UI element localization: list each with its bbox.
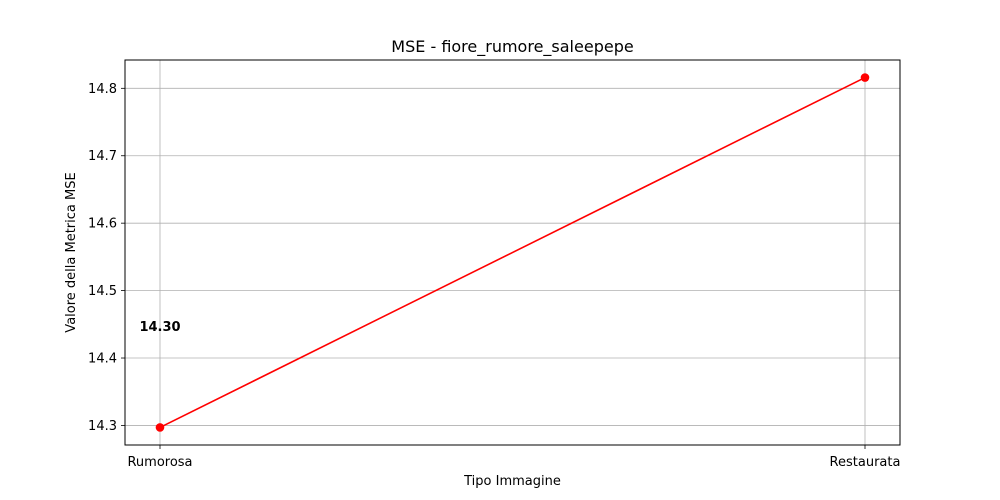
x-tick-label: Rumorosa (127, 455, 192, 470)
data-point (155, 423, 165, 432)
y-tick-label: 14.7 (88, 149, 117, 164)
grid (125, 60, 900, 445)
chart-title: MSE - fiore_rumore_saleepepe (391, 37, 633, 57)
y-tick-label: 14.6 (88, 217, 117, 232)
plot-frame (124, 59, 901, 446)
y-tick-label: 14.5 (88, 284, 117, 299)
x-tick-label: Restaurata (830, 455, 901, 470)
series-layer (155, 73, 870, 432)
data-label: 14.30 (139, 320, 180, 335)
y-tick-label: 14.3 (88, 419, 117, 434)
y-tick-label: 14.4 (88, 352, 117, 367)
data-point (860, 73, 870, 82)
x-axis-label: Tipo Immagine (463, 474, 561, 489)
data-labels: 14.30 (139, 320, 180, 335)
y-tick-label: 14.8 (88, 82, 117, 97)
ticks: Rumorosa Restaurata 14.3 14.4 14.5 14.6 14.7 14… (88, 82, 900, 470)
y-axis-label: Valore della Metrica MSE (64, 172, 79, 332)
series-line (159, 76, 866, 429)
